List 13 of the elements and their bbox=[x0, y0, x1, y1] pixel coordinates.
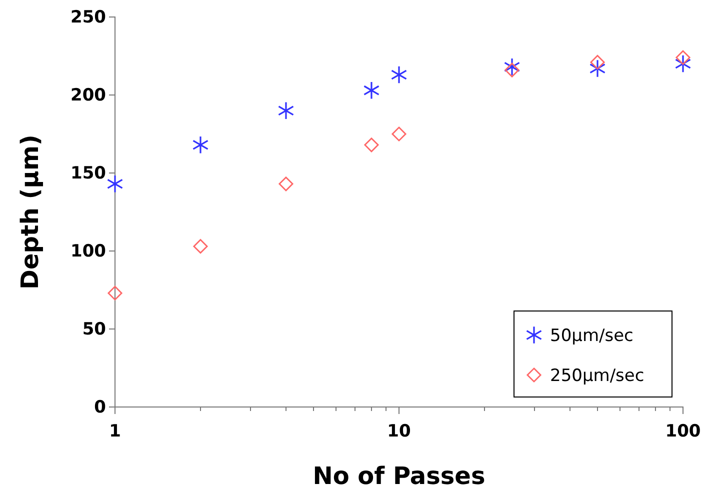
x-tick-label: 100 bbox=[665, 421, 701, 442]
x-tick-label: 10 bbox=[387, 421, 411, 442]
y-tick-label: 150 bbox=[70, 163, 106, 184]
y-tick-label: 100 bbox=[70, 241, 106, 262]
y-tick-label: 250 bbox=[70, 7, 106, 28]
y-tick-label: 0 bbox=[94, 397, 106, 418]
y-tick-label: 50 bbox=[82, 319, 106, 340]
legend-label: 250µm/sec bbox=[550, 366, 644, 386]
x-axis-title: No of Passes bbox=[312, 462, 486, 490]
x-tick-label: 1 bbox=[109, 421, 121, 442]
legend-label: 50µm/sec bbox=[550, 326, 634, 346]
y-axis-title: Depth (µm) bbox=[16, 134, 44, 290]
y-tick-label: 200 bbox=[70, 85, 106, 106]
